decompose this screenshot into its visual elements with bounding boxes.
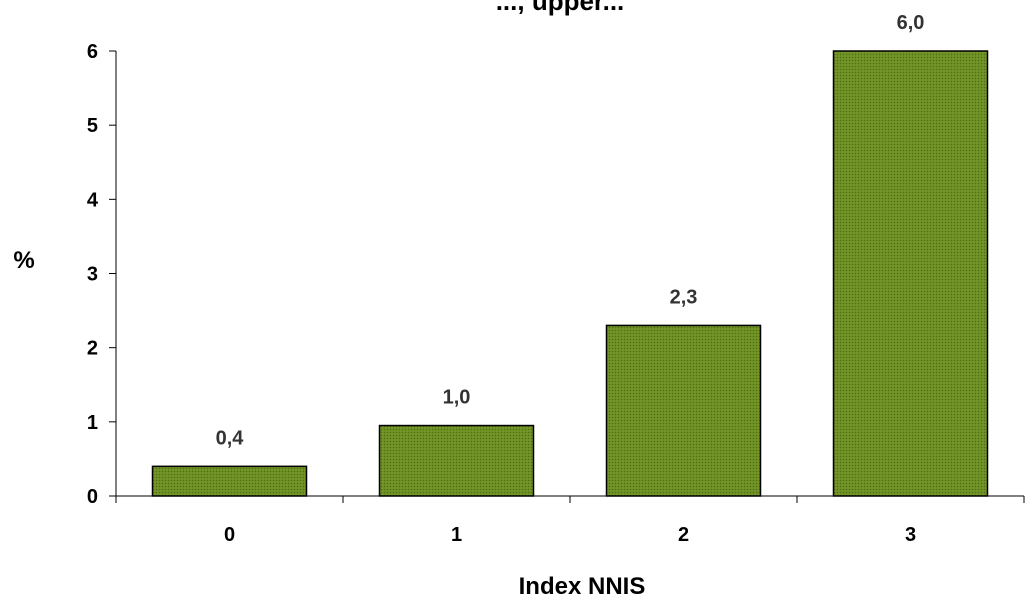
y-tick-label: 3	[87, 264, 98, 286]
y-tick-label: 0	[87, 486, 98, 508]
y-tick-label: 1	[87, 412, 98, 434]
x-tick-label: 2	[678, 524, 689, 546]
data-label: 6,0	[897, 12, 925, 34]
bar	[151, 465, 308, 497]
plot-area: 0 1 2 3 4 5 6 0,4 0 1,0 1 2,3 2 6,0 3	[87, 12, 1025, 546]
y-tick-label: 5	[87, 115, 98, 137]
x-tick-label: 1	[451, 524, 462, 546]
data-label: 0,4	[216, 427, 245, 449]
x-tick-label: 3	[905, 524, 916, 546]
data-label: 2,3	[670, 286, 698, 308]
y-tick-label: 6	[87, 41, 98, 63]
x-axis-title: Index NNIS	[519, 573, 646, 600]
bar	[378, 424, 535, 497]
y-tick-label: 2	[87, 338, 98, 360]
bar	[605, 324, 762, 497]
x-tick-label: 0	[224, 524, 235, 546]
chart-title: ..., upper...	[496, 0, 625, 16]
y-tick-label: 4	[87, 189, 99, 211]
y-axis-title: %	[13, 247, 34, 274]
bar	[832, 50, 989, 497]
data-label: 1,0	[443, 387, 471, 409]
